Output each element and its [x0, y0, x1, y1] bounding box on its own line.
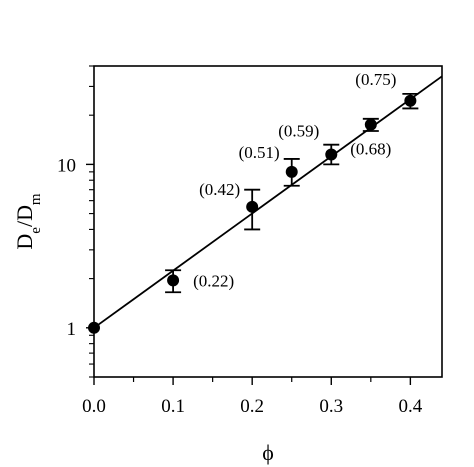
point-label: (0.22)	[193, 271, 234, 290]
y-tick-label: 1	[67, 319, 77, 340]
point-label: (0.59)	[278, 121, 319, 140]
y-axis-title-sep: /D	[12, 205, 37, 227]
point-label: (0.42)	[199, 180, 240, 199]
data-point	[88, 321, 100, 334]
y-axis-title-text: De/Dm	[12, 193, 44, 250]
x-tick-label: 0.3	[319, 396, 343, 417]
data-point	[364, 118, 377, 131]
x-tick-label: 0.2	[240, 396, 264, 417]
data-point	[167, 274, 180, 287]
x-tick-label: 0.1	[161, 396, 185, 417]
x-axis-title: ϕ	[262, 440, 274, 465]
y-axis-title-sub-m: m	[28, 193, 44, 205]
y-tick-label: 10	[57, 155, 76, 176]
y-axis-title-sub-e: e	[28, 227, 44, 234]
x-tick-label: 0.4	[398, 396, 422, 417]
data-point	[246, 200, 259, 213]
data-point	[404, 94, 417, 107]
data-point	[285, 165, 298, 178]
point-label: (0.75)	[355, 70, 396, 89]
x-tick-label: 0.0	[82, 396, 106, 417]
point-label: (0.51)	[239, 143, 280, 162]
fit-line	[93, 75, 443, 329]
data-point	[325, 148, 338, 161]
y-axis-title: De/Dm	[12, 193, 44, 250]
point-label: (0.68)	[350, 140, 391, 159]
y-axis-title-base: D	[12, 234, 37, 250]
plot-frame	[93, 65, 443, 378]
